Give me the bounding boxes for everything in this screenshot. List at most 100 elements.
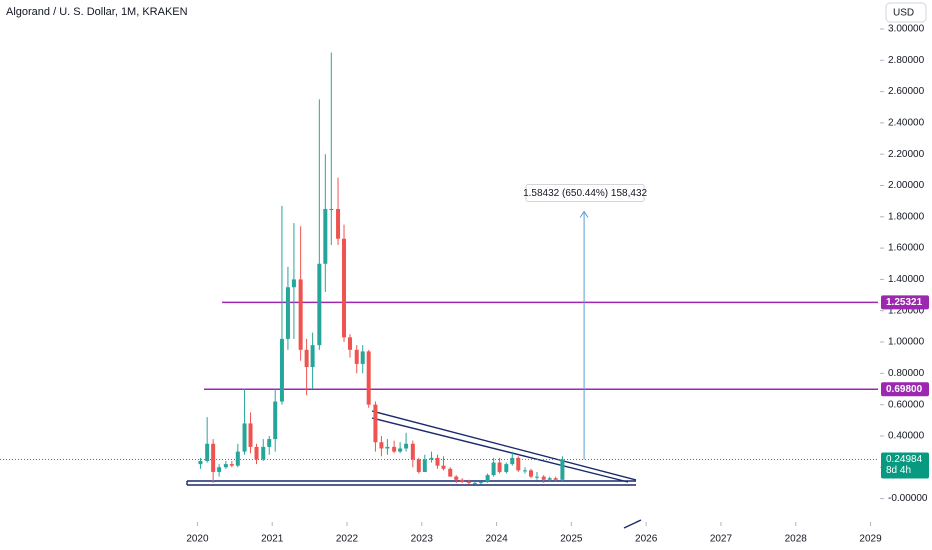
candle-body bbox=[553, 478, 558, 480]
candle-body bbox=[466, 481, 471, 483]
y-tick-label: 2.00000 bbox=[888, 180, 925, 191]
candle-body bbox=[285, 287, 290, 339]
candle-body bbox=[448, 468, 453, 477]
y-tick-label: 2.20000 bbox=[888, 149, 925, 160]
candle-body bbox=[429, 457, 434, 460]
candle-body bbox=[336, 208, 341, 239]
candle-body bbox=[354, 349, 359, 364]
candle-body bbox=[198, 460, 203, 465]
x-tick-label: 2022 bbox=[336, 534, 359, 545]
candle-body bbox=[229, 464, 234, 466]
level-badge bbox=[881, 295, 929, 310]
candle-body bbox=[360, 351, 365, 364]
x-tick-label: 2029 bbox=[859, 534, 882, 545]
x-tick-label: 2026 bbox=[635, 534, 658, 545]
measure-arrowhead bbox=[579, 210, 589, 218]
candle-body bbox=[304, 349, 309, 368]
candle-body bbox=[342, 238, 347, 338]
candle-body bbox=[478, 482, 483, 484]
x-tick-label: 2023 bbox=[411, 534, 434, 545]
candle-body bbox=[291, 279, 296, 288]
candle-body bbox=[310, 345, 315, 368]
candle-body bbox=[373, 404, 378, 443]
trendlines bbox=[186, 410, 642, 529]
y-tick-label: 0.60000 bbox=[888, 399, 925, 410]
candle-body bbox=[235, 451, 240, 466]
trendline bbox=[371, 417, 629, 483]
y-tick-label: -0.00000 bbox=[888, 493, 928, 504]
candle-body bbox=[410, 443, 415, 460]
level-label: 0.69800 bbox=[886, 384, 923, 395]
candle-body bbox=[348, 337, 353, 350]
countdown-label: 8d 4h bbox=[886, 465, 911, 476]
chart-title: Algorand / U. S. Dollar, 1M, KRAKEN bbox=[6, 6, 188, 18]
y-tick-label: 3.00000 bbox=[888, 24, 925, 35]
candle-body bbox=[547, 478, 552, 480]
y-tick-label: 2.40000 bbox=[888, 118, 925, 129]
level-badge bbox=[881, 382, 929, 397]
candle-body bbox=[435, 457, 440, 466]
candle-body bbox=[205, 443, 210, 461]
x-tick-label: 2024 bbox=[485, 534, 508, 545]
candle-body bbox=[267, 439, 272, 447]
candle-body bbox=[541, 476, 546, 480]
candle-body bbox=[261, 446, 266, 460]
measure-box bbox=[525, 183, 645, 202]
candle-body bbox=[273, 401, 278, 440]
y-tick-label: 1.20000 bbox=[888, 305, 925, 316]
candle-body bbox=[491, 462, 496, 476]
candle-body bbox=[460, 479, 465, 482]
last-price-badge bbox=[881, 452, 929, 479]
candle-body bbox=[317, 263, 322, 346]
candle-body bbox=[422, 459, 427, 472]
candle-body bbox=[510, 457, 515, 465]
candle-body bbox=[279, 338, 284, 402]
currency-label[interactable]: USD bbox=[893, 8, 914, 19]
candle-body bbox=[528, 470, 533, 477]
measure-label: 1.58432 (650.44%) 158,432 bbox=[523, 188, 647, 199]
candle-body bbox=[416, 459, 421, 472]
candle-body bbox=[560, 459, 565, 480]
last-price-label: 0.24984 bbox=[886, 454, 923, 465]
y-tick-label: 2.80000 bbox=[888, 55, 925, 66]
candle-body bbox=[329, 208, 334, 210]
candle-body bbox=[366, 351, 371, 405]
candle-body bbox=[254, 446, 259, 460]
candle-body bbox=[211, 443, 216, 472]
candle-body bbox=[441, 465, 446, 469]
y-tick-label: 1.80000 bbox=[888, 211, 925, 222]
candle-body bbox=[298, 279, 303, 350]
candle-body bbox=[497, 462, 502, 472]
candle-body bbox=[398, 448, 403, 452]
y-tick-label: 1.00000 bbox=[888, 337, 925, 348]
level-label: 1.25321 bbox=[886, 297, 923, 308]
candle-body bbox=[504, 464, 509, 472]
candle-body bbox=[379, 442, 384, 449]
candle-body bbox=[248, 423, 253, 447]
x-tick-label: 2027 bbox=[710, 534, 733, 545]
candle-body bbox=[472, 482, 477, 484]
candle-body bbox=[534, 476, 539, 478]
candle-body bbox=[404, 443, 409, 449]
candle-body bbox=[485, 475, 490, 483]
trendline bbox=[371, 410, 637, 481]
x-tick-label: 2028 bbox=[785, 534, 808, 545]
candle-body bbox=[523, 470, 528, 472]
y-tick-label: 0.40000 bbox=[888, 431, 925, 442]
x-tick-label: 2021 bbox=[261, 534, 284, 545]
y-tick-label: 0.80000 bbox=[888, 368, 925, 379]
candle-body bbox=[454, 476, 459, 480]
y-tick-label: 1.40000 bbox=[888, 274, 925, 285]
x-tick-label: 2025 bbox=[560, 534, 583, 545]
candle-body bbox=[217, 467, 222, 472]
candle-body bbox=[385, 446, 390, 449]
x-tick-label: 2020 bbox=[186, 534, 209, 545]
y-tick-label: 2.60000 bbox=[888, 86, 925, 97]
candle-body bbox=[242, 423, 247, 452]
drawing-stroke bbox=[623, 519, 642, 529]
candle-body bbox=[392, 446, 397, 452]
candle-body bbox=[223, 464, 228, 468]
currency-button[interactable] bbox=[885, 2, 927, 23]
